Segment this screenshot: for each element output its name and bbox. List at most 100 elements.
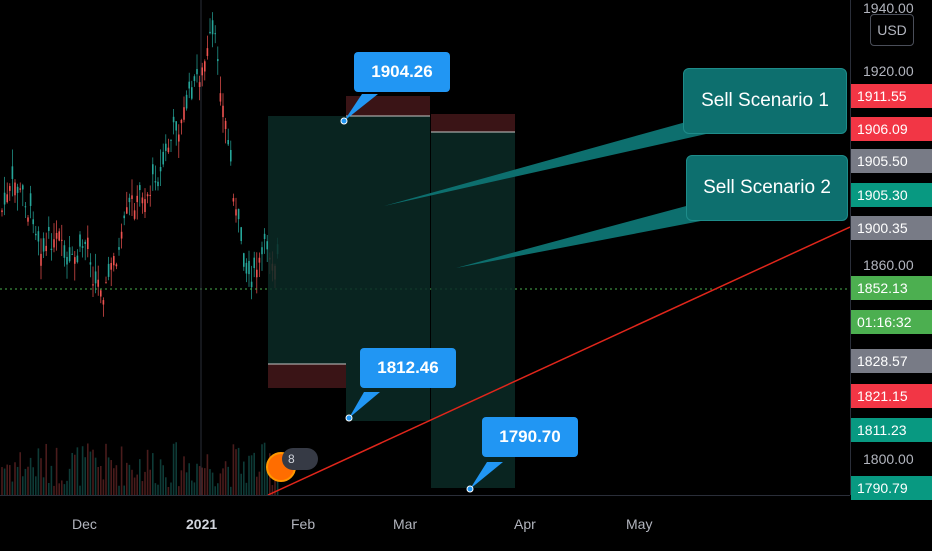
volume-bar bbox=[45, 443, 47, 495]
candle-body bbox=[79, 234, 81, 247]
position3-stop-zone[interactable] bbox=[431, 114, 515, 132]
candle-body bbox=[113, 256, 115, 266]
candle-body bbox=[224, 120, 227, 130]
currency-button[interactable]: USD bbox=[870, 14, 914, 46]
volume-bar bbox=[11, 481, 14, 495]
candle-body bbox=[139, 185, 141, 191]
candle-body bbox=[159, 167, 162, 172]
volume-bar bbox=[133, 477, 136, 495]
price-axis[interactable]: 1940.001920.001880.001860.001800.001911.… bbox=[850, 0, 932, 500]
volume-bar bbox=[157, 484, 159, 495]
volume-bar bbox=[9, 465, 11, 495]
candle-body bbox=[146, 194, 149, 197]
callout-1790-anchor[interactable] bbox=[466, 485, 474, 493]
volume-bar bbox=[263, 442, 266, 495]
candle-body bbox=[261, 247, 263, 255]
candle-body bbox=[9, 186, 11, 191]
candle-body bbox=[19, 188, 21, 190]
candle-body bbox=[68, 247, 71, 262]
volume-bar bbox=[76, 447, 79, 495]
callout-1812-anchor[interactable] bbox=[345, 414, 353, 422]
volume-bar bbox=[232, 444, 235, 495]
volume-bar bbox=[180, 470, 183, 495]
volume-bar bbox=[266, 461, 268, 495]
candle-body bbox=[128, 197, 131, 203]
volume-bar bbox=[159, 459, 162, 495]
volume-bar bbox=[235, 449, 237, 495]
volume-bar bbox=[24, 468, 27, 495]
volume-bar bbox=[261, 444, 263, 495]
volume-bars bbox=[1, 442, 279, 495]
volume-bar bbox=[196, 463, 198, 495]
trend-line[interactable] bbox=[267, 226, 850, 495]
candle-body bbox=[37, 231, 40, 242]
time-tick: May bbox=[626, 516, 653, 532]
candle-body bbox=[133, 210, 136, 219]
candle-body bbox=[157, 181, 159, 187]
volume-bar bbox=[37, 448, 40, 495]
candle-body bbox=[165, 143, 167, 151]
volume-bar bbox=[170, 482, 172, 495]
scenario2-pointer bbox=[456, 205, 706, 268]
volume-bar bbox=[276, 476, 279, 495]
candle-body bbox=[110, 263, 112, 270]
volume-bar bbox=[84, 457, 86, 495]
volume-bar bbox=[105, 443, 107, 495]
price-tag: 1828.57 bbox=[851, 349, 932, 373]
volume-bar bbox=[113, 468, 115, 495]
sell-scenario-1-label[interactable]: Sell Scenario 1 bbox=[683, 68, 847, 134]
volume-bar bbox=[217, 483, 219, 495]
price-tag: 1852.13 bbox=[851, 276, 932, 300]
volume-bar bbox=[136, 474, 138, 495]
time-axis[interactable]: Dec 2021 Feb Mar Apr May bbox=[0, 495, 850, 551]
candle-body bbox=[154, 181, 157, 183]
candle-body bbox=[201, 67, 203, 76]
candle-body bbox=[178, 134, 180, 142]
volume-bar bbox=[63, 484, 66, 495]
volume-bar bbox=[53, 485, 55, 495]
candle-body bbox=[89, 262, 92, 265]
position1-stop-zone[interactable] bbox=[268, 364, 346, 388]
candle-body bbox=[214, 33, 216, 35]
candle-body bbox=[136, 195, 138, 203]
candle-body bbox=[204, 61, 206, 72]
callout-1812[interactable]: 1812.46 bbox=[360, 348, 456, 388]
volume-bar bbox=[92, 449, 94, 495]
volume-bar bbox=[74, 454, 76, 495]
candle-body bbox=[263, 233, 266, 239]
volume-bar bbox=[107, 457, 110, 495]
candle-body bbox=[141, 197, 144, 204]
volume-bar bbox=[126, 462, 128, 495]
volume-bar bbox=[256, 476, 258, 495]
callout-1904[interactable]: 1904.26 bbox=[354, 52, 450, 92]
volume-bar bbox=[243, 461, 245, 495]
volume-bar bbox=[110, 460, 112, 495]
time-tick: Dec bbox=[72, 516, 97, 532]
candle-body bbox=[131, 195, 133, 199]
price-tag: 1811.23 bbox=[851, 418, 932, 442]
sell-scenario-2-label[interactable]: Sell Scenario 2 bbox=[686, 155, 848, 221]
candle-body bbox=[32, 219, 34, 225]
candle-body bbox=[209, 31, 211, 34]
volume-bar bbox=[183, 456, 185, 495]
volume-bar bbox=[201, 467, 203, 495]
candle-body bbox=[24, 206, 27, 208]
candle-body bbox=[97, 279, 99, 287]
volume-bar bbox=[100, 465, 102, 495]
volume-bar bbox=[165, 477, 167, 495]
volume-bar bbox=[102, 479, 105, 495]
candle-body bbox=[63, 245, 66, 258]
time-tick: Feb bbox=[291, 516, 316, 532]
volume-bar bbox=[120, 446, 123, 495]
price-tick: 1860.00 bbox=[863, 257, 914, 273]
position1-profit-zone[interactable] bbox=[268, 116, 346, 364]
volume-bar bbox=[227, 466, 229, 495]
event-count-badge[interactable]: 8 bbox=[282, 448, 318, 470]
volume-bar bbox=[146, 449, 149, 495]
volume-bar bbox=[154, 483, 157, 495]
volume-bar bbox=[222, 468, 224, 495]
callout-1790[interactable]: 1790.70 bbox=[482, 417, 578, 457]
price-tick: 1940.00 bbox=[863, 0, 914, 16]
candle-body bbox=[245, 262, 248, 274]
callout-1904-anchor[interactable] bbox=[340, 117, 348, 125]
